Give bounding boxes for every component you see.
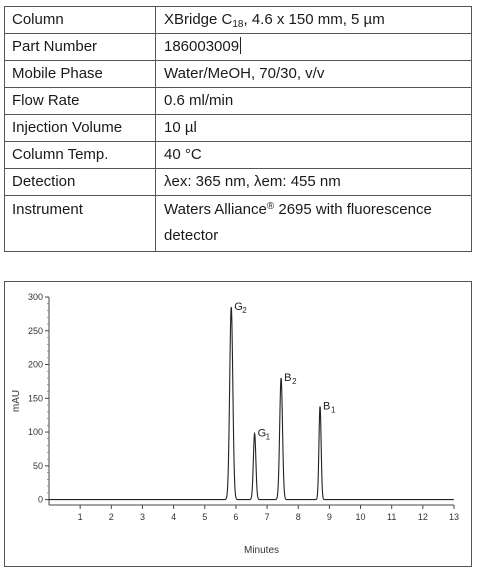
chromatogram-trace xyxy=(49,307,454,501)
chromatogram-panel: 0 50 100 150 200 250 300 1 2 3 4 5 6 7 8 9 10 11 12 13 Minut… xyxy=(4,281,472,567)
x-tick-label: 6 xyxy=(233,512,238,522)
x-tick-label: 12 xyxy=(418,512,428,522)
param-label: Mobile Phase xyxy=(4,60,156,88)
param-value: 10 µl xyxy=(155,114,472,142)
param-value: λex: 365 nm, λem: 455 nm xyxy=(155,168,472,196)
y-tick-label: 250 xyxy=(28,326,43,336)
peak-label-subscript: 1 xyxy=(331,405,336,414)
table-row: Instrument Waters Alliance® 2695 with fl… xyxy=(4,195,472,252)
x-tick-label: 1 xyxy=(78,512,83,522)
y-tick-label: 50 xyxy=(33,461,43,471)
param-label: Flow Rate xyxy=(4,87,156,115)
x-tick-label: 9 xyxy=(327,512,332,522)
param-value: Waters Alliance® 2695 with fluorescence … xyxy=(155,195,472,252)
param-label: Part Number xyxy=(4,33,156,61)
x-tick-label: 10 xyxy=(356,512,366,522)
param-label: Detection xyxy=(4,168,156,196)
y-tick-label: 200 xyxy=(28,360,43,370)
table-row: Detection λex: 365 nm, λem: 455 nm xyxy=(4,168,472,196)
x-tick-label: 2 xyxy=(109,512,114,522)
param-value: XBridge C18, 4.6 x 150 mm, 5 µm xyxy=(155,6,472,34)
param-value: 186003009 xyxy=(155,33,472,61)
x-tick-label: 7 xyxy=(265,512,270,522)
x-axis-label: Minutes xyxy=(244,545,279,556)
peak-label: B xyxy=(284,372,291,384)
param-value: 0.6 ml/min xyxy=(155,87,472,115)
method-parameters-table: Column XBridge C18, 4.6 x 150 mm, 5 µm P… xyxy=(4,6,472,252)
x-tick-label: 4 xyxy=(171,512,176,522)
table-row: Column Temp. 40 °C xyxy=(4,141,472,169)
param-label: Column Temp. xyxy=(4,141,156,169)
table-row: Injection Volume 10 µl xyxy=(4,114,472,142)
table-row: Column XBridge C18, 4.6 x 150 mm, 5 µm xyxy=(4,6,472,34)
param-label: Column xyxy=(4,6,156,34)
param-label: Instrument xyxy=(4,195,156,252)
param-label: Injection Volume xyxy=(4,114,156,142)
table-row: Flow Rate 0.6 ml/min xyxy=(4,87,472,115)
peak-label-subscript: 1 xyxy=(266,432,271,441)
x-tick-label: 13 xyxy=(449,512,459,522)
y-tick-label: 0 xyxy=(38,495,43,505)
y-tick-label: 150 xyxy=(28,393,43,403)
param-value: 40 °C xyxy=(155,141,472,169)
x-tick-label: 11 xyxy=(387,512,396,522)
y-tick-label: 100 xyxy=(28,427,43,437)
peak-label: G xyxy=(234,301,243,313)
y-tick-label: 300 xyxy=(28,292,43,302)
x-tick-label: 5 xyxy=(202,512,207,522)
x-tick-label: 3 xyxy=(140,512,145,522)
y-axis-label: mAU xyxy=(11,390,22,412)
x-tick-label: 8 xyxy=(296,512,301,522)
peak-label: B xyxy=(323,400,330,412)
text-cursor xyxy=(240,37,242,54)
param-value: Water/MeOH, 70/30, v/v xyxy=(155,60,472,88)
peak-label-subscript: 2 xyxy=(242,306,247,315)
table-row: Mobile Phase Water/MeOH, 70/30, v/v xyxy=(4,60,472,88)
peak-label: G xyxy=(258,427,267,439)
peak-label-subscript: 2 xyxy=(292,377,297,386)
table-row: Part Number 186003009 xyxy=(4,33,472,61)
